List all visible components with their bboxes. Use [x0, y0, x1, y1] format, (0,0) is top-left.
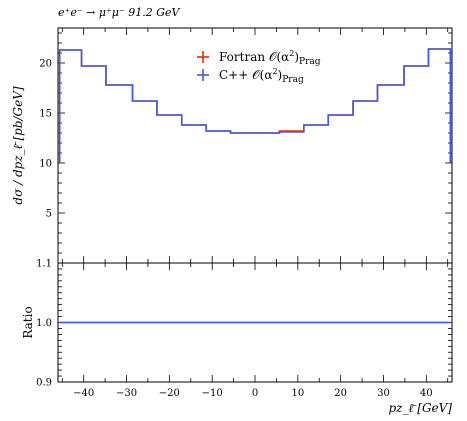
y-tick-label: 5 [46, 209, 52, 220]
ratio-plot-area: −40 −30 −20 −10 0 10 20 30 40 0.9 1.0 1.1 [36, 259, 453, 399]
x-tick-label: 30 [377, 388, 390, 399]
y-tick-label: 20 [39, 59, 52, 70]
series-fortran-line [58, 48, 452, 163]
legend-label-cpp: C++ 𝒪(α2)Prag [219, 67, 304, 85]
y-tick-label: 15 [39, 109, 52, 120]
x-tick-label: −10 [202, 388, 223, 399]
y-axis-label: dσ / dpz_ℓ̄ [pb/GeV] [11, 86, 25, 204]
x-axis-label: pz_ℓ̄ [GeV] [388, 401, 452, 415]
ratio-y-tick-label: 1.0 [36, 318, 52, 329]
x-tick-label: 40 [420, 388, 433, 399]
legend-label-fortran: Fortran 𝒪(α2)Prag [219, 49, 321, 67]
x-tick-label: 0 [252, 388, 258, 399]
y-tick-label: 10 [39, 159, 52, 170]
x-tick-label: 10 [291, 388, 304, 399]
x-tick-label: 20 [334, 388, 347, 399]
ratio-y-axis-label: Ratio [21, 306, 35, 338]
ratio-y-tick-label: 0.9 [36, 378, 52, 389]
series-cpp-line [58, 48, 452, 163]
x-tick-label: −40 [73, 388, 94, 399]
ratio-y-tick-label: 1.1 [36, 259, 52, 270]
chart-title: e⁺e⁻ → μ⁺μ⁻ 91.2 GeV [58, 6, 181, 19]
x-tick-label: −20 [159, 388, 180, 399]
x-tick-label: −30 [116, 388, 137, 399]
